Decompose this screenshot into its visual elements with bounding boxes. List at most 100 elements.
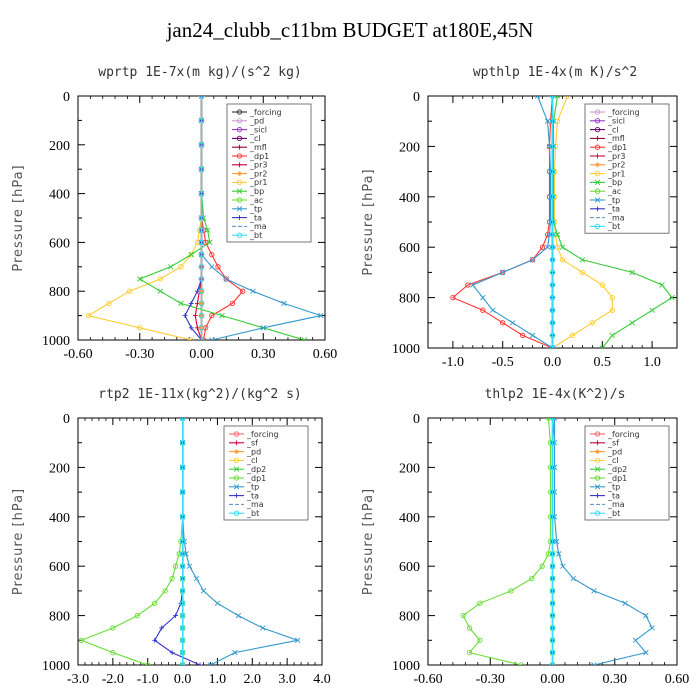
data-point-dp1 xyxy=(460,612,466,619)
legend-label-tp: _tp xyxy=(246,483,259,492)
data-point-bt xyxy=(549,168,556,175)
data-point-tp xyxy=(235,612,242,619)
data-point-tp xyxy=(260,325,266,331)
legend-marker-bt xyxy=(236,232,243,238)
series-line-dp1 xyxy=(451,96,554,348)
legend-label-pr3: _pr3 xyxy=(607,152,625,161)
data-point-tp xyxy=(499,269,506,276)
data-point-pr3 xyxy=(192,313,198,318)
data-point-bt xyxy=(549,489,556,495)
panel-title: wprtp 1E-7x(m kg)/(s^2 kg) xyxy=(98,65,302,80)
data-point-tp xyxy=(632,637,639,644)
data-point-pr1 xyxy=(157,276,163,282)
data-point-bt xyxy=(198,276,205,282)
legend-label-pr3: _pr3 xyxy=(249,161,267,170)
legend-marker-pr1 xyxy=(594,170,601,177)
data-point-dp1 xyxy=(508,588,514,594)
legend-marker-tp xyxy=(594,484,601,490)
legend-label-ma: _ma xyxy=(607,213,625,222)
legend-label-cl: _cl xyxy=(249,134,261,143)
y-axis-label: Pressure [hPa] xyxy=(361,488,376,595)
legend-label-forcing: _forcing xyxy=(607,430,640,439)
data-point-bt xyxy=(549,194,556,200)
data-point-ta xyxy=(197,662,203,665)
legend-label-ta: _ta xyxy=(607,491,620,500)
data-point-bt xyxy=(198,300,205,307)
legend-marker-cl xyxy=(236,135,243,142)
series-line-bp xyxy=(552,96,673,348)
y-tick-label: 400 xyxy=(49,511,70,526)
data-point-dp1 xyxy=(477,600,483,606)
legend-marker-mfl xyxy=(237,144,242,150)
legend-label-dp2: _dp2 xyxy=(246,465,266,474)
data-point-bt xyxy=(549,345,556,348)
data-point-pr1 xyxy=(579,269,586,276)
y-tick-label: 1000 xyxy=(392,342,420,357)
legend-marker-pr2 xyxy=(595,162,600,168)
data-point-bp xyxy=(559,244,566,250)
legend-label-forcing: _forcing xyxy=(246,430,279,439)
legend-box xyxy=(226,103,312,243)
data-point-bp xyxy=(167,264,174,270)
legend-marker-pd xyxy=(595,449,600,454)
data-point-tp xyxy=(232,649,238,656)
data-point-dp1 xyxy=(466,650,473,656)
legend-marker-bp xyxy=(594,179,601,186)
legend-label-sicl: _sicl xyxy=(249,125,267,134)
figure-title: jan24_clubb_c11bm BUDGET at180E,45N xyxy=(166,18,534,42)
legend-label-ma: _ma xyxy=(607,500,625,509)
y-tick-label: 200 xyxy=(399,140,420,155)
legend-marker-dp1 xyxy=(594,475,601,481)
data-point-bt xyxy=(198,166,205,172)
budget-panel-2: wpthlp 1E-4x(m K)/s^2 Pressure [hPa] 0 200 4… xyxy=(361,65,678,370)
x-tick-label: -2.0 xyxy=(102,672,124,687)
series-line-dp1 xyxy=(462,418,551,665)
data-point-bp xyxy=(629,320,635,326)
y-tick-label: 200 xyxy=(49,461,70,476)
legend: _forcing_sf_pd_cl_dp2_dp1_tp_ta_ma_bt xyxy=(584,425,670,521)
data-point-bt xyxy=(549,440,556,446)
data-point-tp xyxy=(553,538,560,545)
legend-marker-forcing xyxy=(594,431,601,437)
data-point-bt xyxy=(179,551,186,557)
data-point-pr1 xyxy=(564,96,571,99)
data-point-tp xyxy=(470,282,476,288)
legend-label-ac: _ac xyxy=(249,196,263,205)
data-point-bt xyxy=(179,650,186,656)
data-point-bt xyxy=(179,600,186,606)
legend-label-ta: _ta xyxy=(246,491,259,500)
data-point-dp1 xyxy=(162,588,168,594)
x-tick-label: -1.0 xyxy=(137,672,159,687)
series-group xyxy=(460,418,655,665)
x-tick-label: -3.0 xyxy=(67,672,89,687)
data-point-tp xyxy=(529,332,536,339)
data-point-bt xyxy=(198,142,205,148)
data-point-ta xyxy=(173,613,178,618)
data-point-bt xyxy=(179,637,186,643)
data-point-tp xyxy=(200,588,207,594)
y-tick-label: 0 xyxy=(63,412,70,427)
legend-label-sicl: _sicl xyxy=(607,117,625,126)
data-point-bt xyxy=(549,257,556,263)
legend-marker-tp xyxy=(233,484,240,490)
legend-label-cl: _cl xyxy=(607,125,619,134)
y-tick-label: 800 xyxy=(49,610,70,625)
data-point-dp1 xyxy=(78,637,85,643)
x-tick-label: 0.30 xyxy=(603,672,628,687)
legend-label-mfl: _mfl xyxy=(249,143,267,152)
legend-marker-tp xyxy=(594,197,601,203)
series-line-pr1 xyxy=(86,96,203,340)
data-point-bp xyxy=(649,307,655,313)
data-point-dp1 xyxy=(466,625,473,631)
data-point-bt xyxy=(179,440,186,446)
data-point-bt xyxy=(198,227,205,233)
data-point-bt xyxy=(198,312,205,319)
legend-marker-sicl xyxy=(594,118,601,124)
data-point-bt xyxy=(549,118,556,124)
data-point-bt xyxy=(198,215,205,221)
data-point-pr1 xyxy=(106,300,112,307)
data-point-tp xyxy=(186,563,193,569)
data-point-tp xyxy=(649,625,655,631)
data-point-bt xyxy=(549,650,556,656)
